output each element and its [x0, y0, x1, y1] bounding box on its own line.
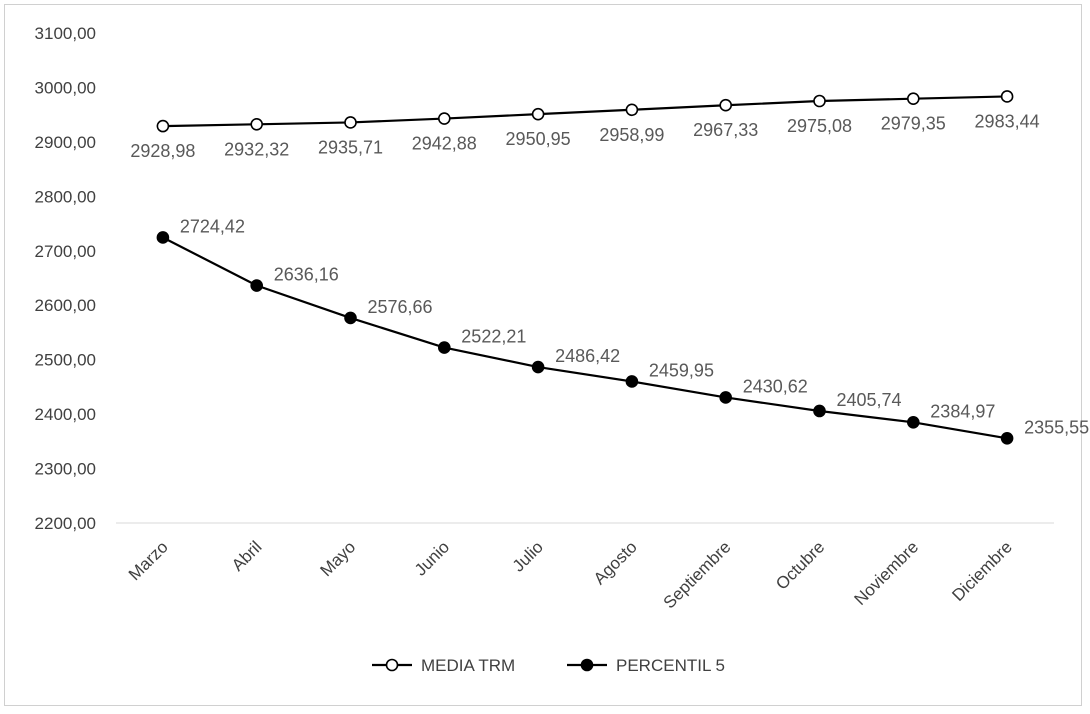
- data-label: 2405,74: [837, 390, 902, 410]
- data-point: [344, 311, 357, 325]
- y-tick-label: 2300,00: [35, 460, 96, 479]
- legend-label: MEDIA TRM: [421, 656, 515, 675]
- data-label: 2355,55: [1024, 417, 1089, 437]
- data-point: [437, 112, 451, 125]
- x-tick-label: Julio: [509, 537, 547, 575]
- x-tick-label: Noviembre: [851, 537, 923, 609]
- data-point: [813, 404, 826, 418]
- data-point: [156, 231, 170, 244]
- data-point: [625, 103, 639, 117]
- data-label: 2967,33: [693, 120, 758, 140]
- y-tick-label: 3100,00: [35, 24, 96, 43]
- x-tick-label: Diciembre: [948, 537, 1016, 605]
- data-label: 2935,71: [318, 137, 383, 157]
- data-label: 2979,35: [881, 114, 946, 134]
- data-label: 2576,66: [368, 297, 433, 317]
- data-point: [531, 107, 545, 121]
- y-tick-label: 2400,00: [35, 405, 96, 424]
- legend-marker: [385, 658, 399, 672]
- data-label: 2522,21: [461, 327, 526, 347]
- x-tick-label: Septiembre: [660, 537, 735, 612]
- data-label: 2724,42: [180, 216, 245, 236]
- y-tick-label: 2600,00: [35, 296, 96, 315]
- series-line-media-trm: [162, 95, 1008, 128]
- data-label: 2975,08: [787, 116, 852, 136]
- data-point: [625, 375, 639, 388]
- data-label: 2636,16: [274, 265, 339, 285]
- data-label: 2486,42: [555, 346, 620, 366]
- data-point: [344, 116, 357, 129]
- y-tick-label: 2900,00: [35, 133, 96, 152]
- data-point: [437, 341, 451, 354]
- data-point: [719, 391, 733, 404]
- data-label: 2430,62: [743, 376, 808, 396]
- y-tick-label: 3000,00: [35, 78, 96, 97]
- data-labels: 2928,98 2932,32 2935,71 2942,88 2950,95 2958,…: [130, 111, 1089, 437]
- series-line-percentil-5: [162, 236, 1008, 440]
- y-axis-ticks: 2200,00 2300,00 2400,00 2500,00 2600,00 2700,…: [35, 24, 96, 533]
- x-tick-label: Mayo: [316, 537, 359, 580]
- legend-label: PERCENTIL 5: [616, 656, 725, 675]
- data-point: [250, 117, 264, 131]
- data-label: 2459,95: [649, 360, 714, 380]
- data-point: [906, 92, 920, 105]
- x-tick-label: Junio: [411, 537, 453, 579]
- data-label: 2958,99: [599, 125, 664, 145]
- legend: MEDIA TRM PERCENTIL 5: [372, 656, 725, 675]
- data-label: 2384,97: [930, 401, 995, 421]
- chart-frame: [4, 4, 1082, 706]
- data-point: [813, 94, 826, 108]
- data-label: 2932,32: [224, 139, 289, 159]
- data-label: 2950,95: [506, 129, 571, 149]
- data-point: [531, 360, 545, 374]
- data-point: [719, 98, 733, 112]
- legend-marker: [580, 658, 594, 672]
- y-tick-label: 2700,00: [35, 242, 96, 261]
- data-point: [1000, 432, 1014, 445]
- x-tick-label: Agosto: [590, 537, 641, 588]
- x-tick-label: Abril: [228, 537, 265, 574]
- data-label: 2942,88: [412, 134, 477, 154]
- series-layer: [156, 90, 1014, 445]
- data-label: 2983,44: [975, 111, 1040, 131]
- x-axis-ticks: Marzo Abril Mayo Junio Julio Agosto Septiembre…: [125, 537, 1016, 612]
- data-label: 2928,98: [130, 141, 195, 161]
- y-tick-label: 2200,00: [35, 514, 96, 533]
- data-point: [156, 119, 170, 133]
- x-tick-label: Octubre: [772, 537, 828, 593]
- data-point: [1000, 90, 1014, 103]
- data-point: [250, 279, 264, 292]
- data-point: [906, 415, 920, 429]
- y-tick-label: 2500,00: [35, 351, 96, 370]
- x-tick-label: Marzo: [125, 537, 172, 584]
- y-tick-label: 2800,00: [35, 187, 96, 206]
